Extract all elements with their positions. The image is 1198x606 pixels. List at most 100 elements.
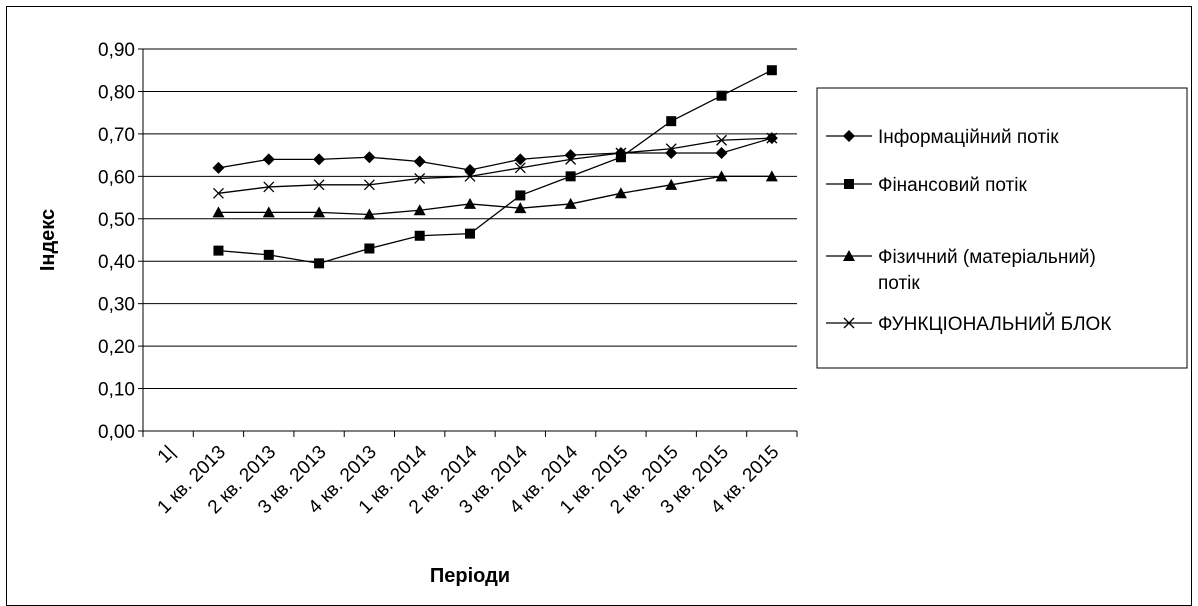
data-point-x [313,179,325,191]
data-point-x [766,132,778,144]
data-point-x [464,170,476,182]
x-mark-stroke [766,132,778,144]
data-point-x [665,143,677,155]
legend-marker-triangle [843,250,855,261]
legend-item: ФУНКЦІОНАЛЬНИЙ БЛОК [826,313,1111,335]
legend-label: Фінансовий потік [878,175,1027,196]
data-point-triangle [715,170,728,182]
x-mark-stroke [213,187,224,199]
data-point-triangle [514,202,527,214]
data-point-x [565,153,577,165]
data-point-square [414,230,425,241]
data-point-diamond [313,153,326,166]
y-tick-label: 0,70 [98,125,135,146]
legend-marker-x [843,317,855,329]
data-point-triangle [564,197,577,209]
legend: Інформаційний потік Фінансовий потік Фізич… [816,87,1188,369]
x-axis-title: Періоди [430,565,510,587]
line-chart: 0,00 0,10 0,20 0,30 0,40 0,50 0,60 0,70 0,80 0,90… [37,40,1188,587]
series-group [212,65,778,269]
y-tick-label: 0,40 [98,252,135,273]
x-mark-stroke [843,317,855,329]
x-mark-stroke [263,181,275,193]
gridlines [143,48,797,390]
data-point-square [615,152,626,163]
y-tick-label: 0,60 [98,167,135,188]
y-axis-title: Індекс [37,209,59,271]
data-point-diamond [212,161,225,174]
data-point-square [515,190,526,201]
data-point-diamond [715,146,728,159]
data-point-x [414,172,426,184]
data-point-x [514,162,526,174]
data-point-square [716,90,727,101]
series-line [218,137,773,171]
legend-label: потік [878,273,920,294]
axes [138,48,798,437]
data-point-triangle [212,206,225,218]
y-axis-ticks: 0,00 0,10 0,20 0,30 0,40 0,50 0,60 0,70 0,80 0,90 [98,40,135,443]
series-triangle [212,170,778,220]
legend-label: ФУНКЦІОНАЛЬНИЙ БЛОК [878,313,1111,335]
series-x [213,132,778,199]
x-mark-stroke [514,162,526,174]
data-point-diamond [665,146,678,159]
data-point-triangle [614,187,627,199]
x-mark-stroke [716,134,727,146]
data-point-x [716,134,727,146]
data-point-triangle [765,170,778,182]
data-point-square [213,245,224,256]
data-point-diamond [363,151,376,164]
data-point-diamond [464,163,476,176]
data-point-square [666,116,677,127]
data-point-triangle [413,204,426,216]
data-point-triangle [665,178,678,190]
legend-item: Фінансовий потік [826,175,1027,196]
legend-marker-square [844,179,854,189]
data-point-x [213,187,224,199]
legend-label: Фізичний (матеріальний) [878,247,1096,268]
legend-marker-diamond [843,130,855,142]
data-point-x [263,181,275,193]
x-mark-stroke [363,179,375,191]
data-point-square [766,65,777,76]
x-mark-stroke [313,179,325,191]
x-mark-stroke [414,172,426,184]
legend-item: Фізичний (матеріальний) потік [826,247,1096,294]
data-point-diamond [564,149,577,162]
y-tick-label: 0,90 [98,40,135,61]
data-point-triangle [262,206,275,218]
x-mark-stroke [615,147,627,159]
data-point-triangle [363,208,376,220]
data-point-x [363,179,375,191]
legend-item: Інформаційний потік [826,127,1059,148]
y-tick-label: 0,80 [98,82,135,103]
data-point-square [565,171,576,182]
data-point-square [314,258,325,269]
legend-box [816,87,1188,369]
y-tick-label: 0,00 [98,422,135,443]
data-point-triangle [464,197,476,209]
data-point-square [364,243,375,254]
data-point-x [615,147,627,159]
y-tick-label: 0,30 [98,295,135,316]
y-tick-label: 0,50 [98,210,135,231]
y-tick-label: 0,20 [98,337,135,358]
series-line [218,137,772,194]
data-point-square [465,228,475,239]
series-line [218,175,772,216]
x-mark-stroke [464,170,476,182]
series-square [213,65,777,269]
data-point-diamond [514,153,527,166]
data-point-triangle [313,206,326,218]
series-diamond [212,132,778,176]
series-line [218,69,773,265]
data-point-diamond [262,153,275,166]
x-mark-stroke [565,153,577,165]
legend-label: Інформаційний потік [878,127,1059,148]
data-point-diamond [413,155,426,168]
x-tick-label: 1| [154,442,180,468]
y-tick-label: 0,10 [98,380,135,401]
data-point-square [263,249,274,260]
